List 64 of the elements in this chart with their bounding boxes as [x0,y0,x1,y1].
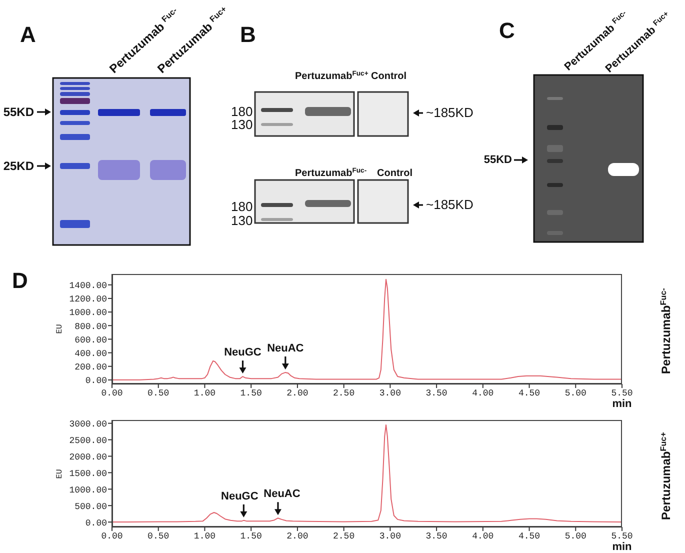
text: Control [371,71,407,83]
text: 25KD [3,159,34,173]
y-tick-label: 0.00 [85,518,107,528]
x-tick-label: 3.50 [426,388,448,398]
x-tick-label: 5.00 [564,388,586,398]
y-tick-label: 1200.00 [69,294,107,305]
x-tick-label: 3.50 [426,531,448,542]
text: B [240,22,256,48]
text: Pertuzumab$^{Fuc+}$ [295,70,368,83]
x-tick-label: 3.00 [379,531,401,542]
x-tick-label: 1.50 [240,388,262,398]
y-tick-label: 800.00 [74,322,107,332]
x-tick-label: 4.50 [518,531,540,542]
y-tick-label: 1000.00 [69,308,107,318]
x-tick-label: 0.00 [101,531,123,542]
y-tick-label: 2500.00 [69,436,107,446]
y-tick-label: 600.00 [74,335,107,346]
x-tick-label: 0.50 [148,388,170,398]
text: 130 [231,213,253,229]
y-tick-label: 0.00 [85,376,107,386]
y-tick-label: 500.00 [74,502,107,512]
x-axis-title: min [612,541,632,553]
x-tick-label: 0.50 [148,531,170,542]
text: A [20,22,36,48]
x-tick-label: 4.50 [518,388,540,398]
y-tick-label: 1000.00 [69,485,107,496]
x-tick-label: 2.50 [333,531,355,542]
y-axis-title: EU [56,324,64,334]
x-axis-title: min [612,398,632,410]
y-tick-label: 400.00 [74,348,107,359]
x-tick-label: 0.00 [101,388,123,398]
text: 180 [231,199,253,215]
annotation: NeuAC [267,342,304,354]
x-tick-label: 2.50 [333,388,355,398]
y-tick-label: 1400.00 [69,281,107,292]
text: ~185KD [426,105,474,121]
x-tick-label: 4.00 [472,531,494,542]
chart-title: D [12,268,28,294]
annotation: NeuGC [221,490,258,502]
text: Pertuzumab$^{Fuc-}$ [295,168,367,180]
y-tick-label: 3000.00 [69,419,107,430]
y-tick-label: 2000.00 [69,452,107,462]
x-tick-label: 5.50 [611,531,633,542]
x-tick-label: 5.00 [564,531,586,542]
x-tick-label: 1.50 [240,531,262,542]
annotation: NeuAC [264,488,300,500]
text: Control [377,168,413,180]
text: 55KD [3,105,34,119]
x-tick-label: 1.00 [194,388,216,398]
x-tick-label: 2.00 [286,388,308,398]
x-tick-label: 1.00 [194,531,216,542]
x-tick-label: 3.00 [379,388,401,398]
text: 55KD [484,154,512,166]
text: ~185KD [426,197,474,213]
x-tick-label: 2.00 [286,531,308,542]
x-tick-label: 5.50 [611,388,633,398]
annotation: NeuGC [224,346,262,359]
text: C [499,18,515,44]
x-tick-label: 4.00 [472,388,494,398]
y-axis-title: EU [56,468,64,478]
text: 180 [231,104,253,120]
y-tick-label: 1500.00 [69,468,107,479]
text: 130 [231,117,253,133]
y-tick-label: 200.00 [74,362,107,373]
